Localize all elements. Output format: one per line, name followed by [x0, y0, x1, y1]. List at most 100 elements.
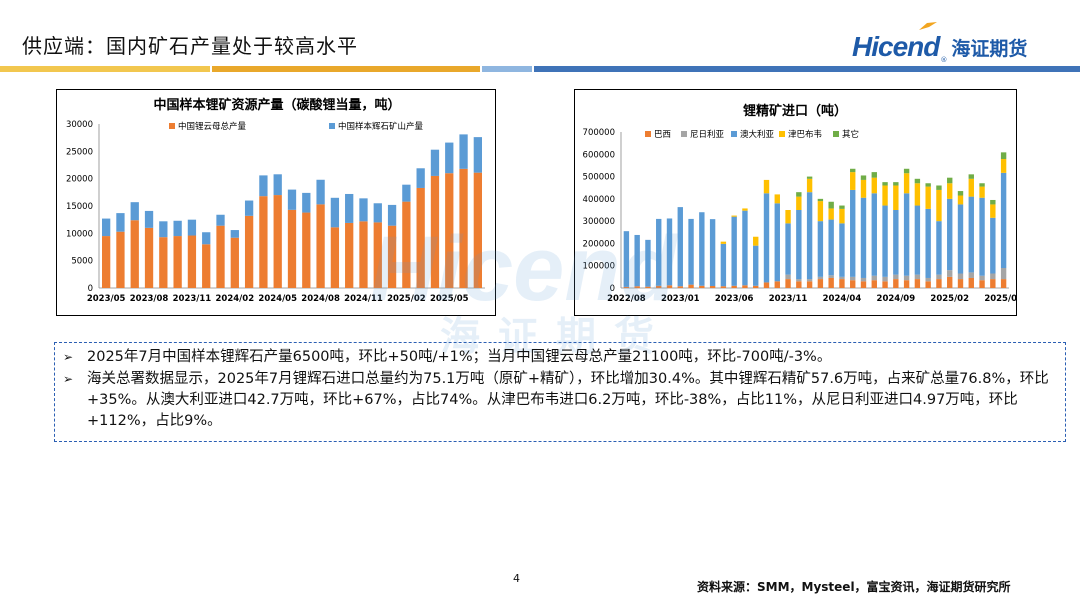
- bar-segment: [785, 274, 791, 280]
- bar-segment: [903, 280, 910, 288]
- bar-segment: [144, 210, 154, 228]
- bar-segment: [259, 175, 268, 197]
- notes-box: ➢ 2025年7月中国样本锂辉石产量6500吨，环比+50吨/+1%；当月中国锂…: [54, 342, 1066, 442]
- stripe-blue: [534, 66, 1080, 72]
- bar-segment: [806, 192, 813, 280]
- chart-concentrate-imports: 锂精矿进口（吨） 巴西 尼日利亚 澳大利亚 津巴布韦 其它 0 100000 200000 300…: [574, 89, 1017, 316]
- bar-segment: [720, 241, 727, 244]
- y-tick-label: 0: [88, 284, 93, 294]
- bar-segment: [893, 279, 899, 288]
- page-title: 供应端：国内矿石产量处于较高水平: [22, 34, 358, 58]
- bar-segment: [102, 236, 111, 288]
- bar-segment: [882, 276, 888, 282]
- bar-segment: [914, 178, 921, 184]
- bar-segment: [968, 178, 974, 197]
- bar-segment: [116, 231, 125, 288]
- bar-segment: [925, 186, 931, 209]
- bar-segment: [666, 285, 673, 288]
- bar-segment: [785, 279, 791, 288]
- bar-segment: [990, 217, 996, 274]
- bar-segment: [990, 279, 996, 288]
- bar-segment: [645, 239, 651, 287]
- bar-segment: [979, 280, 985, 288]
- bar-segment: [903, 193, 910, 276]
- bar-segment: [914, 205, 921, 275]
- bar-segment: [979, 183, 985, 187]
- legend-swatch: [731, 131, 737, 137]
- y-tick-label: 0: [610, 284, 615, 294]
- bar-segment: [416, 187, 425, 288]
- bar-segment: [173, 236, 182, 288]
- bar-segment: [302, 212, 311, 288]
- bar-segment: [699, 285, 705, 288]
- y-tick-label: 400000: [583, 195, 615, 205]
- y-tick-label: 10000: [66, 229, 93, 239]
- bar-segment: [202, 244, 211, 288]
- bar-segment: [850, 172, 856, 190]
- x-tick-label: 2023/11: [769, 294, 808, 304]
- bar-segment: [860, 179, 867, 198]
- bar-segment: [645, 286, 651, 288]
- x-tick-label: 2024/05: [258, 294, 297, 304]
- bar-segment: [817, 201, 824, 222]
- bar-segment: [259, 196, 268, 288]
- bar-segment: [990, 204, 996, 218]
- logo-text-en: Hicend: [852, 31, 940, 62]
- bar-segment: [287, 189, 297, 210]
- bar-segment: [893, 185, 899, 210]
- y-tick-label: 5000: [71, 257, 93, 267]
- bar-segment: [925, 183, 931, 187]
- bar-segment: [1000, 172, 1007, 269]
- bar-segment: [656, 218, 662, 286]
- bar-segment: [623, 231, 630, 287]
- legend-label: 津巴布韦: [788, 129, 822, 140]
- bar-segment: [817, 198, 824, 202]
- y-tick-label: 30000: [66, 120, 93, 130]
- chart-title: 锂精矿进口（吨）: [743, 103, 847, 119]
- note-item: ➢ 海关总署数据显示，2025年7月锂辉石进口总量约为75.1万吨（原矿+精矿）…: [63, 369, 1055, 432]
- bar-segment: [839, 205, 845, 209]
- bar-segment: [785, 223, 791, 275]
- chart-concentrate-imports-svg: 锂精矿进口（吨） 巴西 尼日利亚 澳大利亚 津巴布韦 其它 0 100000 200000 300…: [583, 103, 1016, 304]
- bar-segment: [828, 277, 834, 288]
- y-tick-label: 600000: [583, 150, 615, 160]
- y-tick-label: 20000: [66, 175, 93, 185]
- x-tick-label: 2024/02: [216, 294, 255, 304]
- bar-segment: [763, 282, 770, 288]
- bar-segment: [979, 275, 985, 281]
- bar-segment: [871, 177, 877, 194]
- bar-segment: [850, 280, 856, 288]
- bar-segment: [763, 179, 770, 194]
- legend-swatch: [329, 123, 335, 129]
- bar-segment: [359, 221, 368, 288]
- bar-segment: [860, 277, 867, 282]
- bar-segment: [359, 198, 368, 222]
- bar-segment: [330, 227, 340, 288]
- bar-segment: [387, 204, 397, 226]
- bar-segment: [445, 142, 454, 174]
- bar-segment: [968, 277, 974, 288]
- bar-segment: [925, 208, 931, 278]
- legend-swatch: [169, 123, 175, 129]
- y-tick-label: 100000: [583, 262, 615, 272]
- bar-segment: [968, 174, 974, 179]
- bar-segment: [882, 205, 888, 277]
- bar-segment: [806, 281, 813, 288]
- bar-segment: [709, 219, 716, 286]
- bar-segment: [796, 192, 802, 197]
- bar-segment: [947, 270, 953, 277]
- bar-segment: [936, 221, 942, 275]
- bar-segment: [828, 219, 834, 276]
- bar-segment: [850, 276, 856, 281]
- legend-label: 其它: [842, 129, 859, 140]
- note-text: 海关总署数据显示，2025年7月锂辉石进口总量约为75.1万吨（原矿+精矿），环…: [87, 371, 1049, 429]
- bar-segment: [860, 281, 867, 288]
- bar-segment: [871, 280, 877, 288]
- bar-segment: [244, 215, 254, 288]
- y-tick-label: 15000: [66, 202, 93, 212]
- logo-registered-mark: ®: [940, 56, 948, 64]
- legend-label: 中国样本辉石矿山产量: [338, 121, 424, 132]
- bar-segment: [709, 285, 716, 288]
- bar-segment: [936, 274, 942, 280]
- brand-logo: Hicend ® 海证期货: [852, 22, 1027, 64]
